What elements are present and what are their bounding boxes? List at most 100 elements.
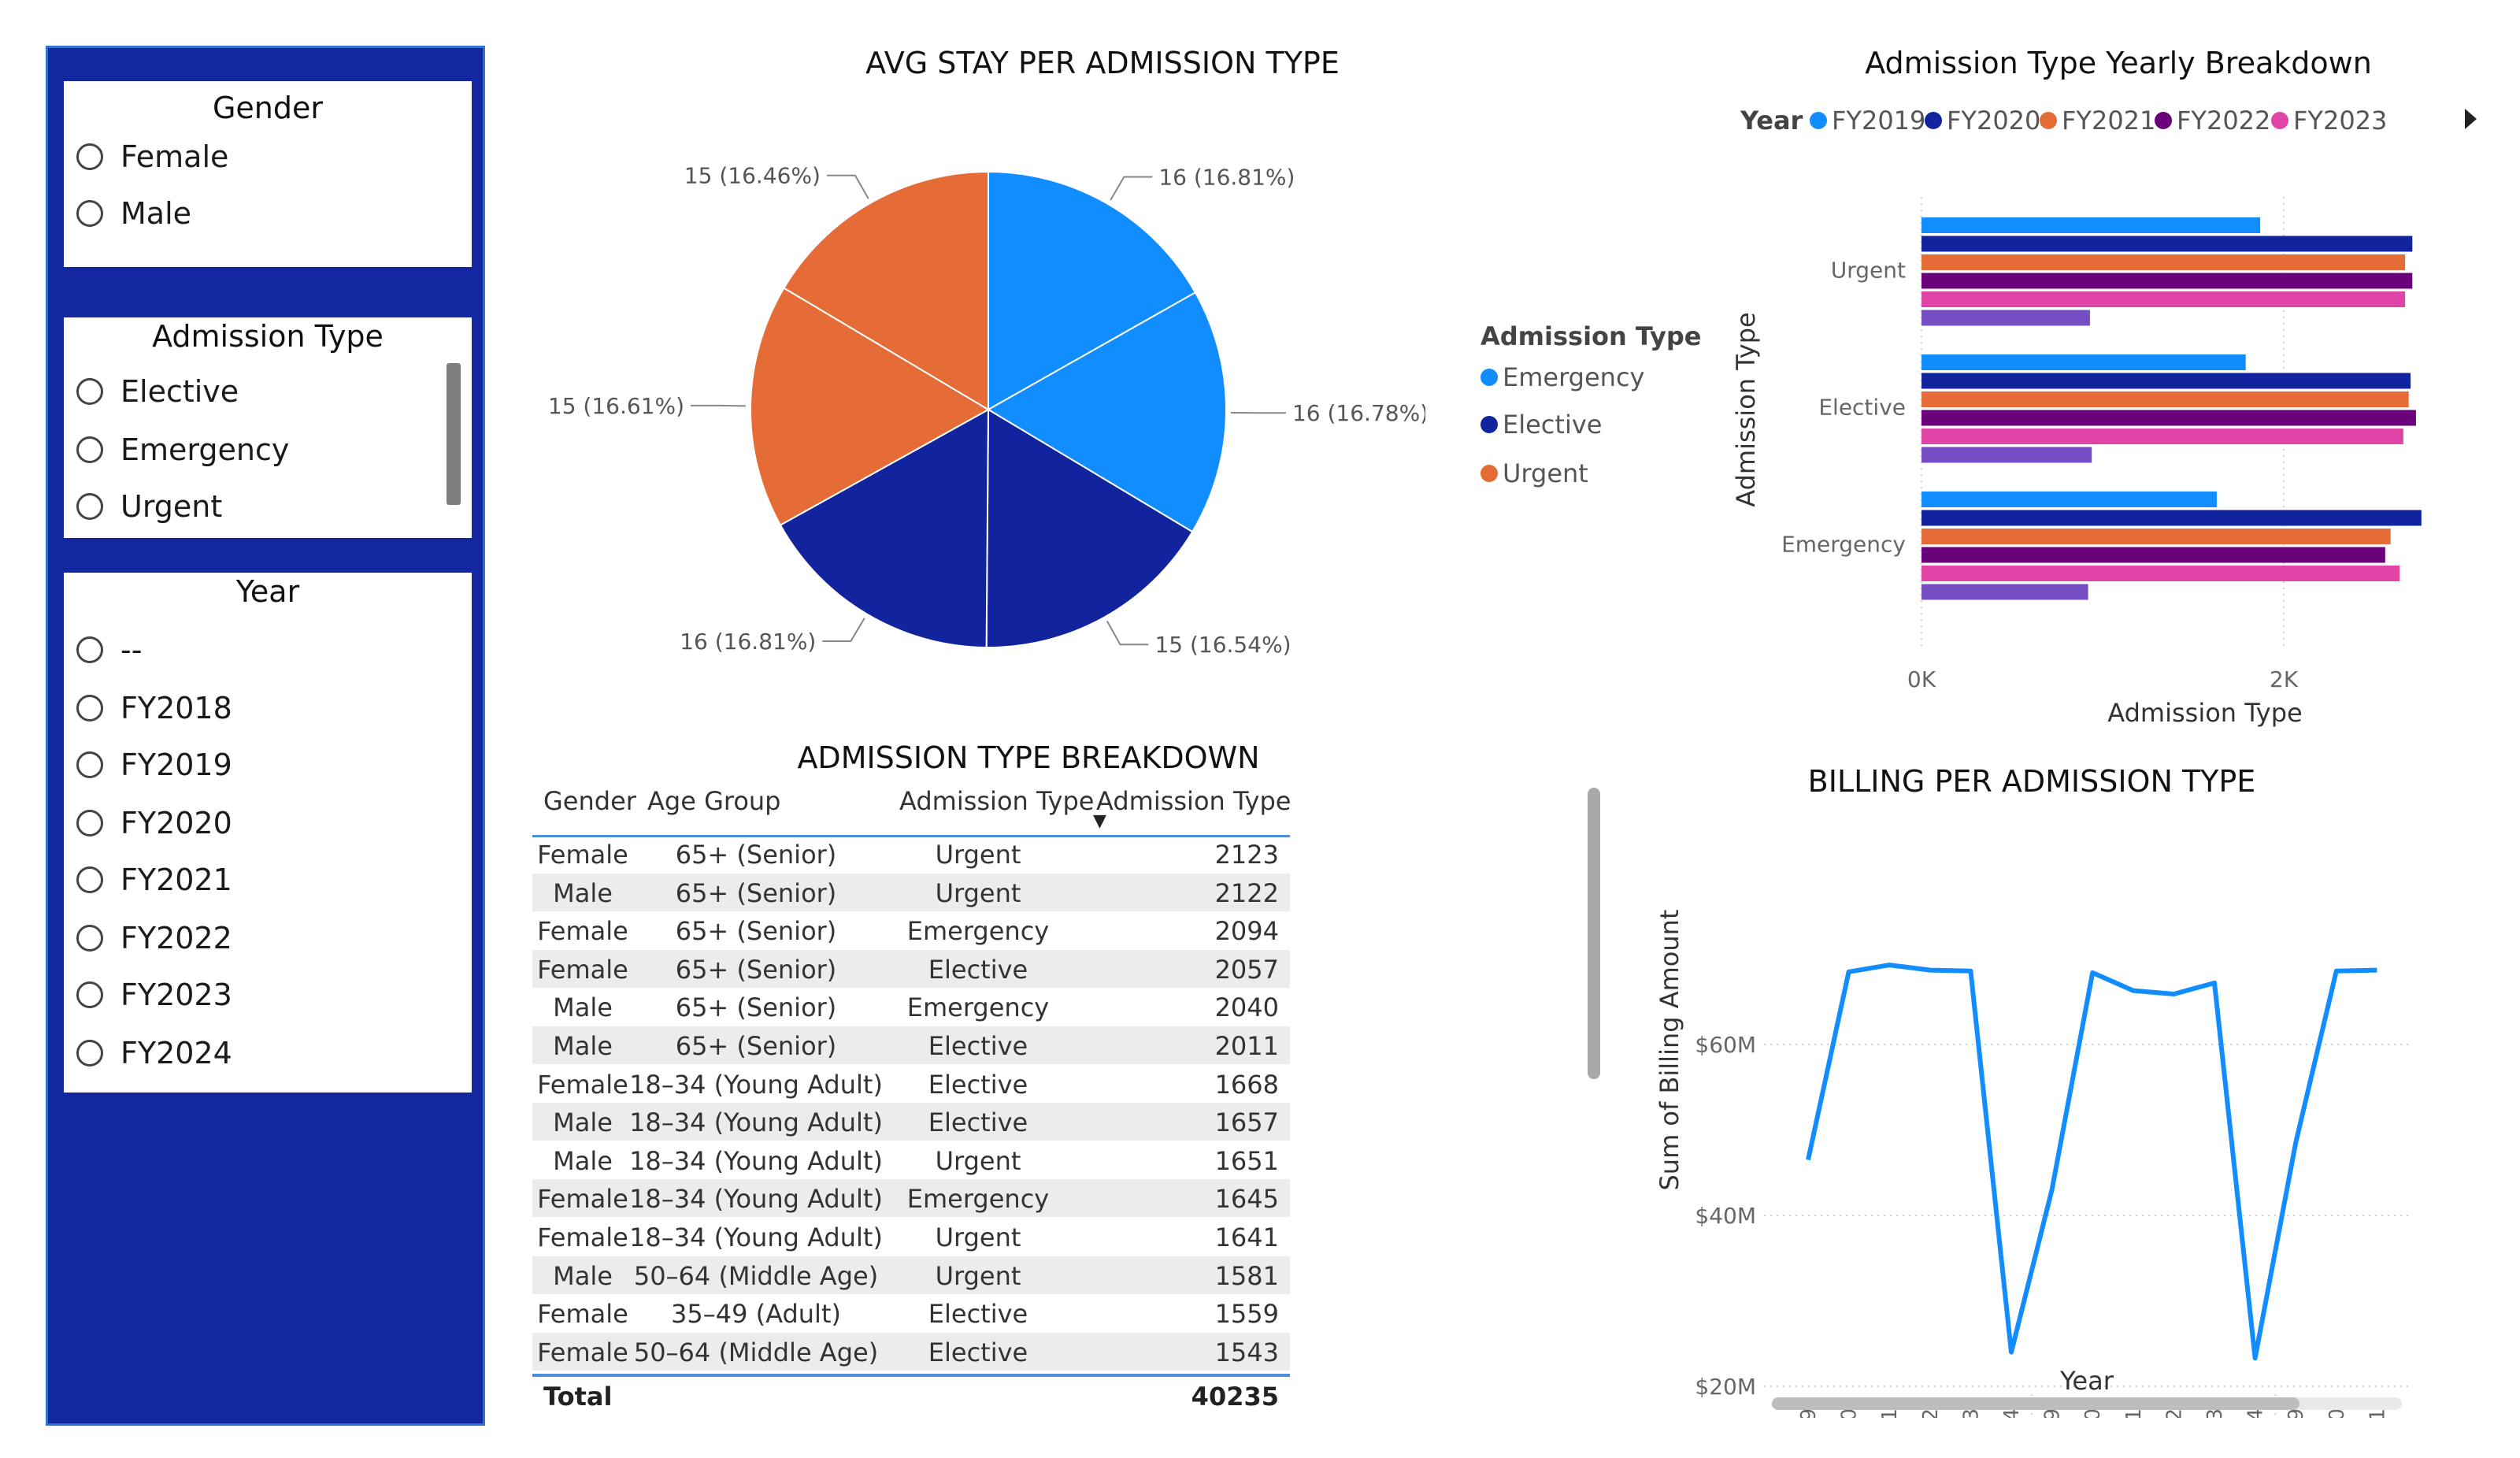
line-x-tick-label: 2019 [2285, 1408, 2308, 1418]
table-row[interactable]: Male 65+ (Senior) Emergency 2040 [532, 988, 1290, 1026]
bar-emergency-fy2024[interactable] [1922, 584, 2088, 600]
year-option-fy2019[interactable]: FY2019 [76, 748, 232, 782]
legend-item-fy2023[interactable]: FY2023 [2271, 106, 2387, 135]
table-row[interactable]: Male 18–34 (Young Adult) Elective 1657 [532, 1103, 1290, 1141]
bar-urgent-fy2019[interactable] [1922, 217, 2261, 233]
line-y-tick-label: $20M [1695, 1374, 1756, 1400]
cell-age-group: 65+ (Senior) [675, 840, 837, 870]
cell-gender: Female [537, 1069, 628, 1100]
legend-item-fy2022[interactable]: FY2022 [2155, 106, 2270, 135]
cell-gender: Female [537, 916, 628, 947]
cell-gender: Male [553, 877, 613, 908]
cell-age-group: 50–64 (Middle Age) [633, 1337, 879, 1367]
pie-leader-line [1110, 176, 1153, 201]
year-option-fy2020[interactable]: FY2020 [76, 806, 232, 840]
table-row[interactable]: Male 50–64 (Middle Age) Urgent 1581 [532, 1256, 1290, 1294]
radio-icon [76, 200, 103, 227]
table-row[interactable]: Female 65+ (Senior) Elective 2057 [532, 949, 1290, 988]
header-admission-type[interactable]: Admission Type [899, 786, 1095, 816]
pie-slice-elective[interactable] [985, 408, 1194, 648]
admission-option-emergency[interactable]: Emergency [76, 432, 289, 467]
table-row[interactable]: Male 18–34 (Young Adult) Urgent 1651 [532, 1141, 1290, 1179]
year-option-fy2022[interactable]: FY2022 [76, 921, 232, 955]
table-row[interactable]: Female 65+ (Senior) Emergency 2094 [532, 911, 1290, 949]
legend-item-fy2019[interactable]: FY2019 [1810, 106, 1925, 135]
legend-next-arrow-icon[interactable] [2465, 109, 2477, 129]
bar-emergency-fy2022[interactable] [1922, 547, 2385, 563]
bar-emergency-fy2020[interactable] [1922, 510, 2422, 526]
bar-elective-fy2020[interactable] [1922, 373, 2411, 389]
cell-gender: Male [553, 1031, 613, 1061]
bar-category-label: Urgent [1831, 258, 1906, 284]
legend-item-emergency[interactable]: Emergency [1480, 362, 1644, 392]
pie-slice-urgent[interactable] [783, 170, 989, 411]
bar-chart[interactable]: Urgent Elective Emergency 0K 2K Admission Typ… [1717, 158, 2473, 740]
bar-emergency-fy2019[interactable] [1922, 492, 2217, 507]
legend-item-elective[interactable]: Elective [1480, 410, 1602, 440]
table-row[interactable]: Female 18–34 (Young Adult) Elective 1668 [532, 1065, 1290, 1103]
scrollbar-thumb[interactable] [1772, 1397, 2300, 1410]
pie-slice-urgent[interactable] [750, 287, 991, 526]
sort-descending-icon[interactable]: ▼ [1093, 811, 1106, 831]
pie-slice-emergency[interactable] [987, 291, 1227, 533]
gender-option-male[interactable]: Male [76, 196, 191, 231]
legend-item-fy2020[interactable]: FY2020 [1925, 106, 2040, 135]
bar-elective-fy2022[interactable] [1922, 410, 2416, 426]
cell-age-group: 50–64 (Middle Age) [633, 1260, 879, 1291]
cell-admission-type: Urgent [935, 1260, 1021, 1291]
gender-option-female[interactable]: Female [76, 139, 228, 174]
pie-chart[interactable]: 16 (16.81%) 16 (16.78%) 15 (16.54%) 16 (16.… [543, 126, 1425, 693]
admission-option-elective[interactable]: Elective [76, 374, 239, 409]
line-x-axis-title: Year [2060, 1366, 2114, 1396]
pie-slice-elective[interactable] [779, 408, 990, 648]
year-option-blank[interactable]: -- [76, 633, 142, 667]
table-row[interactable]: Male 65+ (Senior) Urgent 2122 [532, 873, 1290, 911]
bar-x-axis-title: Admission Type [2107, 698, 2302, 728]
page-scrollbar[interactable] [1588, 788, 1600, 1079]
cell-gender: Male [553, 1145, 613, 1176]
cell-count: 1543 [1214, 1337, 1279, 1367]
line-horizontal-scrollbar[interactable] [1772, 1397, 2402, 1410]
header-gender[interactable]: Gender [543, 786, 636, 816]
bar-emergency-fy2023[interactable] [1922, 566, 2400, 581]
line-chart-title: BILLING PER ADMISSION TYPE [1807, 764, 2256, 799]
year-option-fy2018[interactable]: FY2018 [76, 691, 232, 725]
radio-icon [76, 1040, 103, 1067]
table-row[interactable]: Male 65+ (Senior) Elective 2011 [532, 1026, 1290, 1064]
bar-urgent-fy2022[interactable] [1922, 273, 2413, 289]
header-age-group[interactable]: Age Group [647, 786, 781, 816]
legend-item-urgent[interactable]: Urgent [1480, 458, 1588, 488]
table-row[interactable]: Female 65+ (Senior) Urgent 2123 [532, 835, 1290, 873]
radio-icon [76, 378, 103, 405]
table-row[interactable]: Female 18–34 (Young Adult) Emergency 1645 [532, 1179, 1290, 1218]
legend-item-fy2021[interactable]: FY2021 [2040, 106, 2155, 135]
year-option-fy2024[interactable]: FY2024 [76, 1036, 232, 1070]
bar-urgent-fy2023[interactable] [1922, 291, 2406, 307]
bar-urgent-fy2021[interactable] [1922, 254, 2406, 270]
bar-emergency-fy2021[interactable] [1922, 529, 2391, 544]
cell-gender: Male [553, 1107, 613, 1138]
table-row[interactable]: Female 50–64 (Middle Age) Elective 1543 [532, 1332, 1290, 1371]
line-y-tick-label: $40M [1695, 1203, 1756, 1229]
header-admission-count[interactable]: Admission Type [1096, 786, 1292, 816]
admission-option-urgent[interactable]: Urgent [76, 489, 222, 524]
table-row[interactable]: Female 35–49 (Adult) Elective 1559 [532, 1294, 1290, 1332]
bar-urgent-fy2020[interactable] [1922, 236, 2413, 252]
table-row[interactable]: Female 18–34 (Young Adult) Urgent 1641 [532, 1218, 1290, 1256]
bar-elective-fy2021[interactable] [1922, 391, 2409, 407]
bar-elective-fy2023[interactable] [1922, 428, 2403, 444]
year-option-fy2023[interactable]: FY2023 [76, 978, 232, 1012]
cell-gender: Male [553, 992, 613, 1023]
year-option-fy2021[interactable]: FY2021 [76, 863, 232, 897]
cell-count: 2122 [1214, 877, 1279, 908]
gender-slicer-title: Gender [212, 91, 324, 125]
bar-urgent-fy2024[interactable] [1922, 310, 2090, 326]
bar-elective-fy2019[interactable] [1922, 354, 2246, 370]
line-x-tick-label: 2021 [1878, 1408, 1902, 1418]
pie-slice-emergency[interactable] [988, 170, 1197, 411]
line-chart[interactable]: $60M $40M $20M 2019 2020 2021 2022 2023 2024 2019… [1622, 803, 2488, 1418]
bar-elective-fy2024[interactable] [1922, 447, 2092, 463]
slicer-scrollbar[interactable] [447, 363, 461, 505]
billing-line[interactable] [1806, 963, 2377, 1361]
cell-admission-type: Emergency [906, 992, 1050, 1023]
